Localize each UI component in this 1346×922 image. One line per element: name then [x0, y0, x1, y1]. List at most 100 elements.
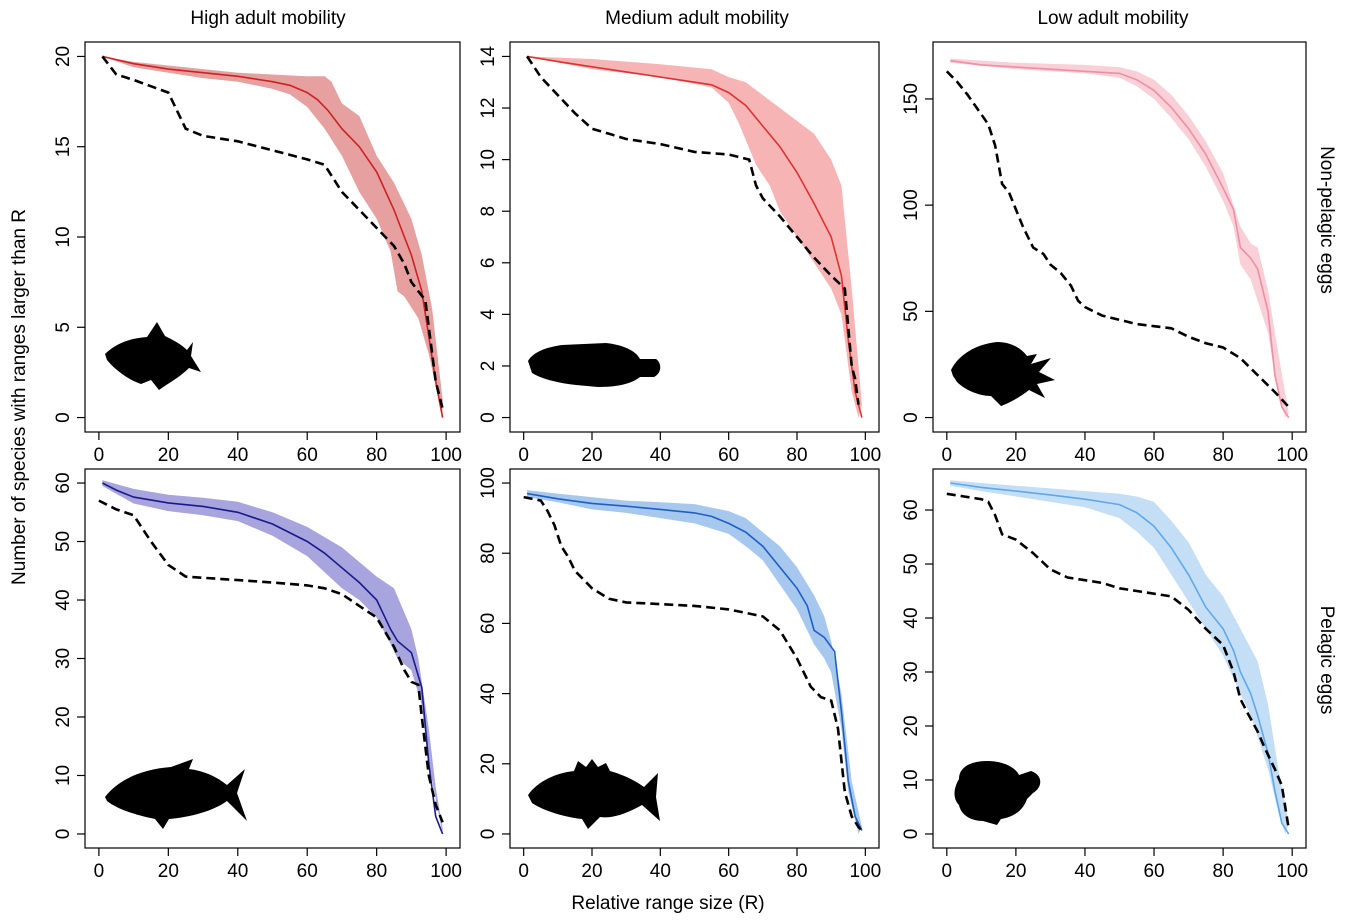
median-line — [526, 492, 863, 831]
x-tick-label: 100 — [430, 861, 462, 882]
x-tick-label: 100 — [849, 861, 881, 882]
confidence-band — [102, 480, 443, 834]
plot-frame — [932, 41, 1307, 433]
y-tick-label: 2 — [478, 361, 499, 372]
row-title-pelagic: Pelagic eggs — [1316, 605, 1337, 715]
x-tick-label: 20 — [1005, 445, 1026, 466]
x-tick-label: 20 — [581, 445, 602, 466]
x-tick-label: 0 — [942, 445, 953, 466]
confidence-band — [102, 56, 443, 418]
frogfish-silhouette-icon — [954, 761, 1041, 825]
y-tick-label: 20 — [901, 715, 922, 736]
observed-dashed-line — [98, 499, 444, 823]
y-tick-label: 5 — [53, 322, 74, 333]
x-tick-label: 0 — [94, 445, 105, 466]
median-line — [102, 482, 444, 835]
x-tick-label: 60 — [718, 861, 739, 882]
grouper-silhouette-icon — [528, 759, 660, 829]
y-tick-label: 80 — [478, 543, 499, 564]
y-tick-label: 20 — [53, 46, 74, 67]
confidence-band — [527, 56, 862, 418]
x-tick-label: 80 — [1213, 861, 1234, 882]
x-tick-label: 40 — [227, 445, 248, 466]
y-tick-label: 40 — [478, 683, 499, 704]
y-tick-label: 0 — [901, 412, 922, 423]
y-tick-label: 8 — [478, 206, 499, 217]
y-tick-label: 60 — [478, 613, 499, 634]
triggerfish-silhouette-icon — [105, 322, 201, 390]
x-tick-label: 20 — [158, 861, 179, 882]
plot-frame — [509, 468, 880, 849]
y-tick-label: 60 — [53, 472, 74, 493]
x-tick-label: 100 — [1276, 861, 1308, 882]
x-tick-label: 60 — [718, 445, 739, 466]
panel-1-2: 0 20 40 60 80 100 0 10 20 30 40 50 60 — [901, 468, 1308, 882]
x-tick-label: 80 — [366, 445, 387, 466]
observed-dashed-line — [101, 55, 444, 409]
y-tick-label: 40 — [53, 589, 74, 610]
column-title-high-mobility: High adult mobility — [190, 8, 346, 29]
column-title-medium-mobility: Medium adult mobility — [605, 8, 789, 29]
observed-dashed-line — [526, 55, 860, 405]
y-tick-label: 0 — [53, 829, 74, 840]
y-tick-label: 50 — [901, 553, 922, 574]
median-line — [526, 55, 863, 418]
y-tick-label: 40 — [901, 607, 922, 628]
x-tick-label: 40 — [650, 445, 671, 466]
x-tick-label: 40 — [227, 861, 248, 882]
y-tick-label: 4 — [478, 309, 499, 320]
y-tick-label: 10 — [53, 226, 74, 247]
x-tick-label: 80 — [786, 445, 807, 466]
panel-1-0: 0 20 40 60 80 100 0 10 20 30 40 50 60 — [53, 468, 462, 882]
confidence-band — [527, 490, 862, 834]
y-tick-label: 0 — [478, 829, 499, 840]
y-tick-label: 0 — [901, 829, 922, 840]
column-title-low-mobility: Low adult mobility — [1037, 8, 1189, 29]
y-tick-label: 6 — [478, 258, 499, 269]
y-tick-label: 50 — [53, 531, 74, 552]
x-tick-label: 80 — [786, 861, 807, 882]
y-tick-label: 12 — [478, 97, 499, 118]
y-tick-label: 30 — [53, 648, 74, 669]
jack-silhouette-icon — [105, 759, 247, 829]
y-axis-label: Number of species with ranges larger tha… — [9, 209, 30, 585]
observed-dashed-line — [523, 495, 863, 832]
y-tick-label: 10 — [478, 149, 499, 170]
y-tick-label: 100 — [901, 189, 922, 221]
median-line — [950, 59, 1290, 419]
y-tick-label: 10 — [53, 765, 74, 786]
x-tick-label: 80 — [366, 861, 387, 882]
panel-0-1: 0 20 40 60 80 100 0 2 4 6 8 10 12 14 — [478, 41, 881, 466]
y-tick-label: 30 — [901, 661, 922, 682]
x-tick-label: 60 — [1143, 445, 1164, 466]
y-tick-label: 20 — [478, 753, 499, 774]
x-tick-label: 0 — [942, 861, 953, 882]
x-tick-label: 0 — [94, 861, 105, 882]
x-tick-label: 80 — [1213, 445, 1234, 466]
y-tick-label: 0 — [478, 412, 499, 423]
x-axis-label: Relative range size (R) — [571, 893, 765, 914]
median-line — [102, 55, 444, 418]
x-tick-label: 0 — [518, 861, 529, 882]
row-title-non-pelagic: Non-pelagic eggs — [1316, 146, 1337, 294]
y-tick-label: 20 — [53, 706, 74, 727]
median-line — [950, 482, 1290, 835]
panel-0-0: 0 20 40 60 80 100 0 5 10 15 20 — [53, 41, 462, 466]
x-tick-label: 60 — [297, 445, 318, 466]
x-tick-label: 100 — [849, 445, 881, 466]
y-tick-label: 14 — [478, 45, 499, 67]
plot-frame — [509, 41, 880, 433]
x-tick-label: 40 — [1074, 445, 1095, 466]
y-tick-label: 10 — [901, 769, 922, 790]
y-tick-label: 15 — [53, 136, 74, 157]
y-tick-label: 0 — [53, 412, 74, 423]
panel-1-1: 0 20 40 60 80 100 0 20 40 60 80 100 — [478, 467, 881, 882]
y-tick-label: 150 — [901, 83, 922, 115]
observed-dashed-line — [945, 70, 1290, 408]
x-tick-label: 60 — [297, 861, 318, 882]
blenny-silhouette-icon — [528, 343, 661, 387]
y-tick-label: 100 — [478, 467, 499, 499]
panel-0-2: 0 20 40 60 80 100 0 50 100 150 — [901, 41, 1308, 466]
y-tick-label: 60 — [901, 499, 922, 520]
